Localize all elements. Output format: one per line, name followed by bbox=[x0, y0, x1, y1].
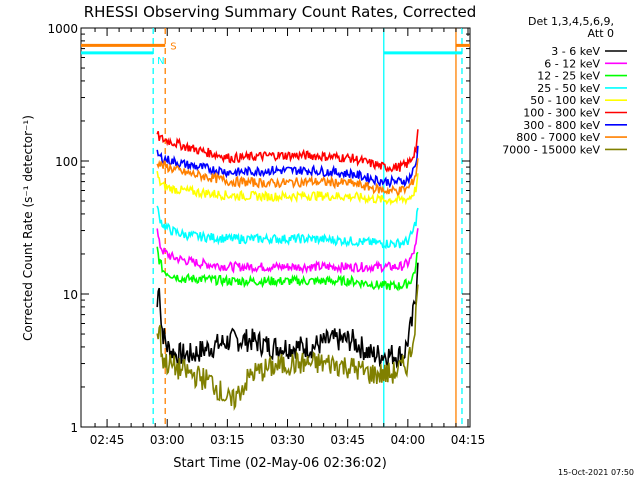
legend-title-line-2: Att 0 bbox=[588, 27, 614, 40]
chart-title: RHESSI Observing Summary Count Rates, Co… bbox=[84, 3, 477, 21]
legend-label-0: 3 - 6 keV bbox=[551, 45, 600, 58]
y-tick-label: 1 bbox=[70, 421, 78, 435]
saa-label: S bbox=[170, 41, 176, 52]
series-line-4 bbox=[156, 170, 419, 206]
legend-title-line-1: Det 1,3,4,5,6,9, bbox=[528, 15, 614, 28]
series-layer bbox=[156, 129, 419, 412]
x-tick-label: 03:00 bbox=[150, 433, 185, 447]
legend-label-1: 6 - 12 keV bbox=[544, 57, 600, 70]
y-tick-label: 1000 bbox=[47, 22, 78, 36]
series-line-0 bbox=[156, 262, 419, 369]
night-label: N bbox=[157, 56, 164, 67]
x-tick-label: 02:45 bbox=[90, 433, 125, 447]
legend-label-3: 25 - 50 keV bbox=[537, 82, 600, 95]
y-axis: 1 10 100 1000 bbox=[47, 22, 470, 435]
y-tick-label: 100 bbox=[55, 155, 78, 169]
legend-label-2: 12 - 25 keV bbox=[537, 70, 600, 83]
series-line-6 bbox=[156, 145, 419, 189]
series-line-8 bbox=[156, 284, 419, 412]
legend-label-7: 800 - 7000 keV bbox=[516, 131, 600, 144]
x-tick-label: 03:30 bbox=[270, 433, 305, 447]
x-tick-label: 04:15 bbox=[451, 433, 486, 447]
x-axis-label: Start Time (02-May-06 02:36:02) bbox=[173, 456, 387, 471]
series-line-2 bbox=[156, 246, 419, 292]
legend-label-6: 300 - 800 keV bbox=[523, 119, 600, 132]
x-axis: 02:45 03:00 03:15 03:30 03:45 04:00 04:15 bbox=[90, 28, 486, 447]
x-tick-label: 04:00 bbox=[391, 433, 426, 447]
series-line-7 bbox=[156, 158, 419, 196]
timestamp: 15-Oct-2021 07:50 bbox=[558, 468, 634, 477]
legend-label-5: 100 - 300 keV bbox=[523, 107, 600, 120]
legend-label-8: 7000 - 15000 keV bbox=[502, 143, 600, 156]
y-axis-label: Corrected Count Rate (s⁻¹ detector⁻¹) bbox=[21, 115, 35, 341]
series-line-3 bbox=[156, 205, 419, 250]
y-tick-label: 10 bbox=[63, 288, 78, 302]
legend-label-4: 50 - 100 keV bbox=[530, 94, 600, 107]
series-line-1 bbox=[156, 228, 419, 275]
series-line-5 bbox=[156, 129, 419, 173]
x-tick-label: 03:45 bbox=[330, 433, 365, 447]
x-tick-label: 03:15 bbox=[210, 433, 245, 447]
